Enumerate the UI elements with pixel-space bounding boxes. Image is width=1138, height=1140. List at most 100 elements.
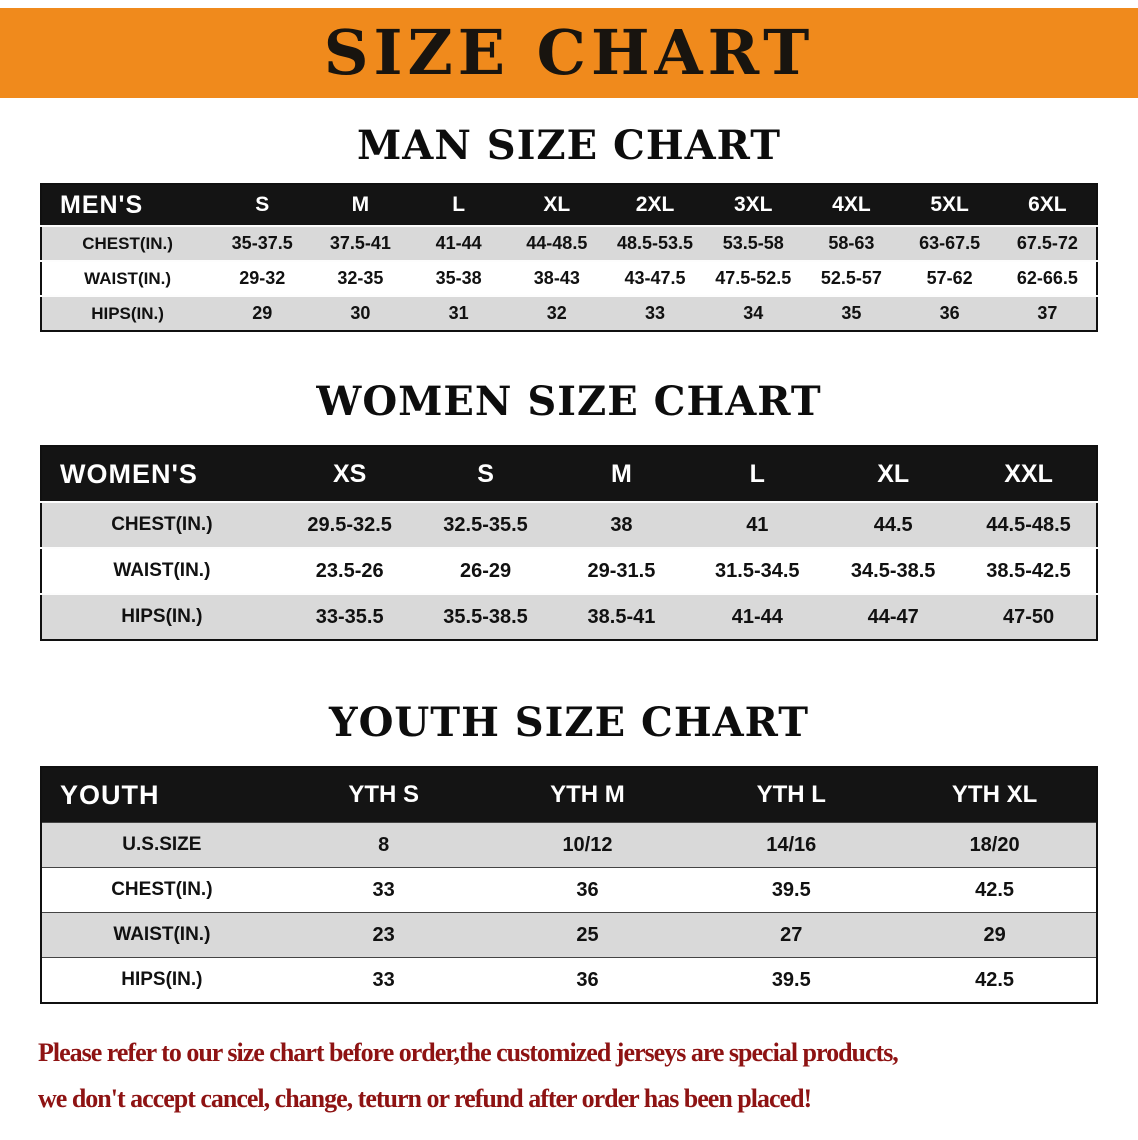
- size-column-header: 4XL: [802, 184, 901, 226]
- row-label: CHEST(IN.): [82, 233, 173, 253]
- size-value: 62-66.5: [1016, 268, 1078, 288]
- row-label: CHEST(IN.): [111, 514, 213, 535]
- size-value: 38.5-42.5: [986, 559, 1071, 582]
- size-column-header: XXL: [961, 446, 1097, 502]
- size-column-header: YTH L: [689, 767, 894, 823]
- row-label: WAIST(IN.): [113, 560, 211, 581]
- youth-section: YOUTH SIZE CHART YOUTH YTH S YTH M YTH L YTH…: [0, 699, 1138, 1004]
- size-value: 38-43: [533, 268, 580, 288]
- size-value: 57-62: [926, 268, 973, 288]
- table-category-header: YOUTH: [41, 767, 282, 823]
- size-value: 44.5: [873, 513, 913, 536]
- table-header-row: YOUTH YTH S YTH M YTH L YTH XL: [41, 767, 1097, 823]
- table-row: CHEST(IN.) 35-37.5 37.5-41 41-44 44-48.5 48.5…: [41, 226, 1097, 261]
- women-size-table: WOMEN'S XS S M L XL XXL CHEST(IN.) 29.5-32.5 32.5…: [40, 445, 1098, 641]
- size-value: 47.5-52.5: [715, 268, 792, 288]
- row-label: HIPS(IN.): [121, 969, 203, 990]
- size-value: 52.5-57: [820, 268, 882, 288]
- size-column-header: XL: [825, 446, 962, 502]
- size-value: 44-48.5: [526, 233, 588, 253]
- size-value: 42.5: [975, 878, 1015, 901]
- size-value: 35-38: [435, 268, 482, 288]
- size-value: 38: [610, 513, 633, 536]
- size-value: 23: [372, 923, 395, 946]
- row-label: U.S.SIZE: [122, 834, 202, 855]
- row-label: CHEST(IN.): [111, 879, 213, 900]
- notice-line-1: Please refer to our size chart before or…: [38, 1038, 899, 1067]
- size-value: 29-31.5: [587, 559, 656, 582]
- size-value: 35-37.5: [231, 233, 293, 253]
- size-value: 36: [576, 878, 599, 901]
- size-value: 39.5: [771, 878, 811, 901]
- size-value: 41-44: [731, 605, 783, 628]
- men-size-table: MEN'S S M L XL 2XL 3XL 4XL 5XL 6XL CHEST(IN.) 35-37…: [40, 183, 1098, 332]
- size-value: 23.5-26: [315, 559, 384, 582]
- size-value: 35.5-38.5: [443, 605, 528, 628]
- men-section: MAN SIZE CHART MEN'S S M L XL 2XL 3XL 4XL 5XL 6XL…: [0, 122, 1138, 332]
- size-chart-page: SIZE CHART MAN SIZE CHART MEN'S S M L XL 2XL 3…: [0, 8, 1138, 1121]
- size-value: 29: [983, 923, 1006, 946]
- size-value: 47-50: [1002, 605, 1055, 628]
- size-column-header: 6XL: [998, 184, 1097, 226]
- size-value: 33: [645, 303, 666, 323]
- size-value: 29: [252, 303, 273, 323]
- size-column-header: XS: [281, 446, 418, 502]
- size-value: 48.5-53.5: [616, 233, 694, 253]
- size-column-header: 5XL: [900, 184, 999, 226]
- size-value: 27: [780, 923, 803, 946]
- size-column-header: 2XL: [605, 184, 705, 226]
- size-column-header: YTH M: [485, 767, 690, 823]
- notice-line-2: we don't accept cancel, change, teturn o…: [38, 1083, 812, 1113]
- size-value: 43-47.5: [624, 268, 686, 288]
- size-value: 31: [448, 303, 469, 323]
- size-value: 35: [841, 303, 862, 323]
- men-section-title: MAN SIZE CHART: [357, 122, 781, 169]
- table-row: U.S.SIZE 8 10/12 14/16 18/20: [41, 822, 1097, 868]
- size-value: 41: [746, 513, 769, 536]
- size-value: 37: [1037, 303, 1058, 323]
- table-row: CHEST(IN.) 29.5-32.5 32.5-35.5 38 41 44.5 44.5…: [41, 502, 1097, 548]
- page-title: SIZE CHART: [323, 16, 815, 89]
- size-column-header: YTH XL: [893, 767, 1097, 823]
- size-value: 58-63: [828, 233, 875, 253]
- table-header-row: WOMEN'S XS S M L XL XXL: [41, 446, 1097, 502]
- size-value: 42.5: [975, 968, 1015, 991]
- size-value: 36: [939, 303, 960, 323]
- size-value: 31.5-34.5: [715, 559, 800, 582]
- women-section-title: WOMEN SIZE CHART: [316, 378, 822, 425]
- size-value: 25: [576, 923, 599, 946]
- size-value: 26-29: [459, 559, 512, 582]
- size-value: 10/12: [562, 833, 613, 856]
- table-row: CHEST(IN.) 33 36 39.5 42.5: [41, 867, 1097, 913]
- table-row: HIPS(IN.) 29 30 31 32 33 34 35 36 37: [41, 296, 1097, 331]
- size-column-header: YTH S: [281, 767, 486, 823]
- table-category-header: MEN'S: [41, 184, 214, 226]
- row-label: HIPS(IN.): [91, 303, 164, 323]
- size-value: 41-44: [435, 233, 482, 253]
- size-value: 67.5-72: [1016, 233, 1078, 253]
- size-value: 18/20: [969, 833, 1020, 856]
- size-value: 30: [350, 303, 371, 323]
- size-value: 33: [372, 878, 395, 901]
- banner: SIZE CHART: [0, 8, 1138, 98]
- size-column-header: M: [553, 446, 690, 502]
- size-value: 34.5-38.5: [850, 559, 936, 582]
- size-value: 63-67.5: [919, 233, 981, 253]
- size-value: 37.5-41: [329, 233, 391, 253]
- size-column-header: S: [417, 446, 554, 502]
- size-column-header: M: [311, 184, 410, 226]
- table-row: WAIST(IN.) 29-32 32-35 35-38 38-43 43-47.5 47.…: [41, 261, 1097, 296]
- size-value: 36: [576, 968, 599, 991]
- size-value: 8: [378, 833, 390, 856]
- size-value: 32-35: [337, 268, 384, 288]
- row-label: WAIST(IN.): [113, 924, 211, 945]
- size-value: 33: [372, 968, 395, 991]
- youth-section-title: YOUTH SIZE CHART: [329, 699, 809, 746]
- size-column-header: XL: [507, 184, 606, 226]
- table-header-row: MEN'S S M L XL 2XL 3XL 4XL 5XL 6XL: [41, 184, 1097, 226]
- table-row: HIPS(IN.) 33 36 39.5 42.5: [41, 957, 1097, 1003]
- table-category-header: WOMEN'S: [41, 446, 282, 502]
- size-column-header: L: [409, 184, 508, 226]
- table-row: HIPS(IN.) 33-35.5 35.5-38.5 38.5-41 41-44 44-…: [41, 594, 1097, 640]
- row-label: HIPS(IN.): [121, 606, 203, 627]
